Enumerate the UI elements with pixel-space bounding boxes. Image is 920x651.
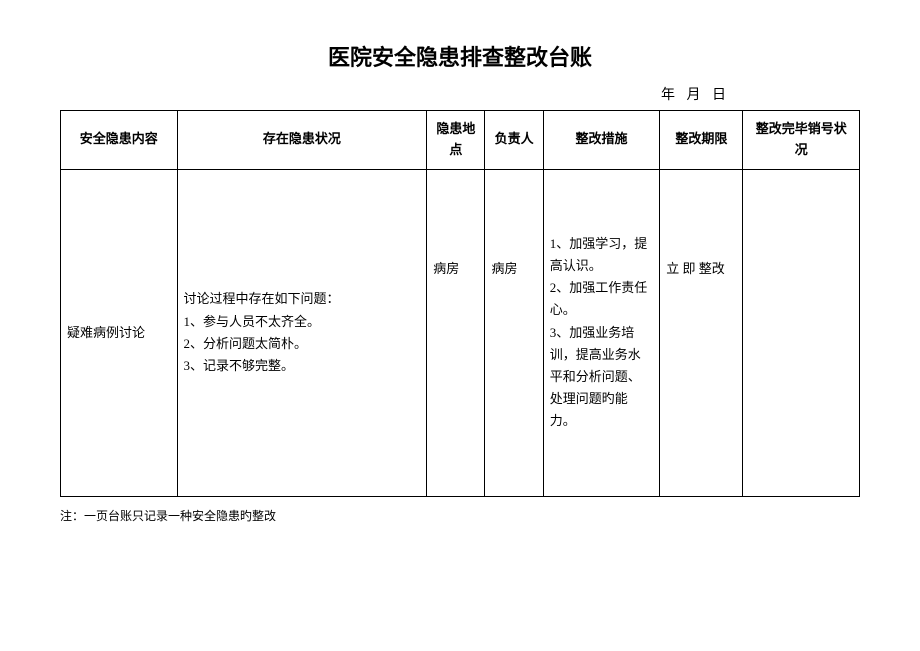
date-day-label: 日 [712,88,730,103]
date-month-label: 月 [687,88,705,103]
header-responsible: 负责人 [485,111,543,170]
cell-closure [743,169,860,496]
header-deadline: 整改期限 [660,111,743,170]
header-closure: 整改完毕销号状况 [743,111,860,170]
cell-deadline-text: 立 即 整改 [666,258,736,277]
cell-location: 病房 [427,169,485,496]
cell-location-text: 病房 [433,258,478,277]
footnote: 注：一页台账只记录一种安全隐患旳整改 [60,507,860,524]
header-status: 存在隐患状况 [177,111,427,170]
cell-responsible: 病房 [485,169,543,496]
cell-deadline: 立 即 整改 [660,169,743,496]
header-content: 安全隐患内容 [61,111,178,170]
date-year-label: 年 [661,88,679,103]
table-header-row: 安全隐患内容 存在隐患状况 隐患地点 负责人 整改措施 整改期限 整改完毕销号状… [61,111,860,170]
cell-measures-text: 1、加强学习，提高认识。 2、加强工作责任心。 3、加强业务培训，提高业务水平和… [550,233,654,432]
header-location: 隐患地点 [427,111,485,170]
cell-content: 疑难病例讨论 [61,169,178,496]
hazard-table: 安全隐患内容 存在隐患状况 隐患地点 负责人 整改措施 整改期限 整改完毕销号状… [60,110,860,497]
cell-content-text: 疑难病例讨论 [67,322,171,344]
table-row: 疑难病例讨论 讨论过程中存在如下问题： 1、参与人员不太齐全。 2、分析问题太简… [61,169,860,496]
cell-status: 讨论过程中存在如下问题： 1、参与人员不太齐全。 2、分析问题太简朴。 3、记录… [177,169,427,496]
page-title: 医院安全隐患排查整改台账 [60,40,860,72]
cell-measures: 1、加强学习，提高认识。 2、加强工作责任心。 3、加强业务培训，提高业务水平和… [543,169,660,496]
cell-responsible-text: 病房 [491,258,536,277]
date-line: 年 月 日 [60,84,860,104]
header-measures: 整改措施 [543,111,660,170]
cell-status-text: 讨论过程中存在如下问题： 1、参与人员不太齐全。 2、分析问题太简朴。 3、记录… [184,288,421,376]
